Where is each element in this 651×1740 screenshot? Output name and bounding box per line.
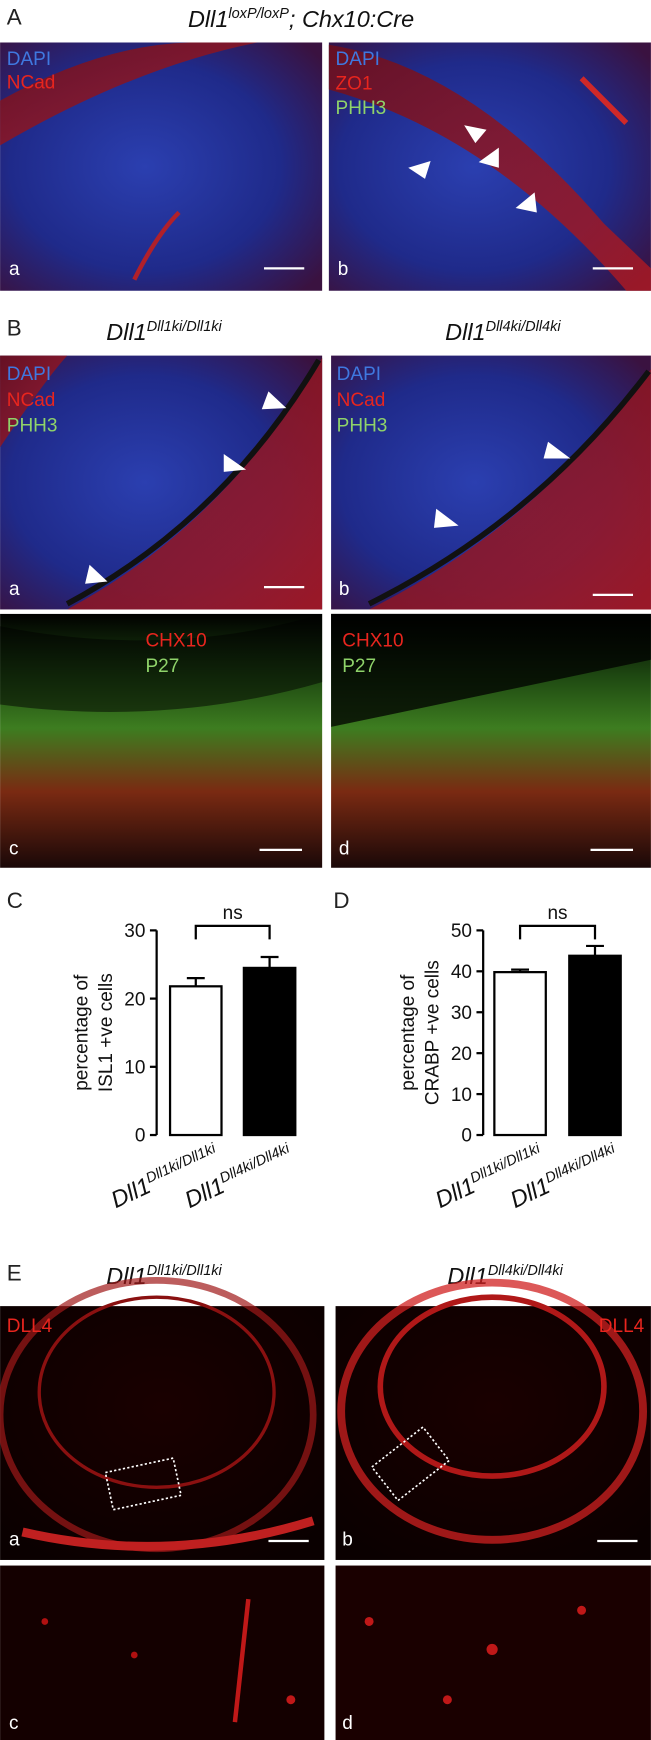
significance-label: ns <box>547 903 567 924</box>
significance-bracket <box>194 924 271 940</box>
micrograph: CHX10 P27 c <box>0 613 323 868</box>
y-axis-label: CRABP +ve cells <box>422 960 443 1105</box>
marker-label: DAPI <box>337 364 381 385</box>
micrograph: d <box>335 1565 651 1740</box>
y-tick-label: 0 <box>135 1126 146 1147</box>
marker-label: DLL4 <box>7 1316 53 1337</box>
y-tick-label: 50 <box>451 921 472 942</box>
marker-label: PHH3 <box>337 416 388 437</box>
image-letter: c <box>9 838 19 859</box>
genotype-sup: Dll1ki/Dll1ki <box>147 319 223 335</box>
marker-label: PHH3 <box>336 98 387 119</box>
y-tick-label: 40 <box>451 962 472 983</box>
image-letter: b <box>339 579 350 600</box>
gene: Dll1 <box>188 6 228 32</box>
image-letter: d <box>342 1713 353 1734</box>
image-letter: a <box>9 259 20 280</box>
bar <box>568 954 622 1137</box>
genotype-sup: Dll1ki/Dll1ki <box>147 1263 223 1279</box>
genotype-sup: Dll4ki/Dll4ki <box>486 319 562 335</box>
marker-label: NCad <box>7 390 56 411</box>
image-letter: b <box>338 259 349 280</box>
image-letter: a <box>9 579 20 600</box>
y-axis-label: percentage of <box>71 974 92 1091</box>
panel-title: Dll1loxP/loxP; Chx10:Cre <box>188 6 414 32</box>
y-tick-label: 30 <box>451 1003 472 1024</box>
micrograph: DAPI NCad PHH3 b <box>331 355 651 610</box>
image-letter: b <box>342 1529 353 1550</box>
micrograph: c <box>0 1565 325 1740</box>
marker-label: DLL4 <box>599 1316 645 1337</box>
bar <box>168 985 223 1137</box>
genotype-sup: loxP/loxP <box>228 6 289 22</box>
marker-label: NCad <box>7 72 56 93</box>
marker-label: DAPI <box>7 364 51 385</box>
significance-bracket <box>518 924 597 940</box>
image-letter: a <box>9 1529 20 1550</box>
significance-label: ns <box>223 903 243 924</box>
marker-label: DAPI <box>336 49 380 70</box>
y-tick-label: 10 <box>451 1085 472 1106</box>
y-tick-label: 30 <box>124 921 145 942</box>
y-tick-label: 0 <box>461 1126 472 1147</box>
y-tick-label: 20 <box>124 989 145 1010</box>
micrograph: CHX10 P27 d <box>331 613 651 868</box>
micrograph: DLL4 b <box>335 1278 651 1560</box>
marker-label: DAPI <box>7 49 51 70</box>
y-axis-label: ISL1 +ve cells <box>96 973 117 1092</box>
marker-label: CHX10 <box>342 630 403 651</box>
y-axis-label: percentage of <box>398 974 419 1091</box>
panel-label: C <box>7 888 23 913</box>
marker-label: P27 <box>145 656 179 677</box>
y-tick-label: 20 <box>451 1044 472 1065</box>
genotype-sup: Dll4ki/Dll4ki <box>488 1263 564 1279</box>
genotype-sup: Dll4ki/Dll4ki <box>543 1140 618 1187</box>
genotype-sup: Dll4ki/Dll4ki <box>217 1140 292 1187</box>
panel-label: A <box>7 5 22 30</box>
image-letter: c <box>9 1713 19 1734</box>
panel-label: B <box>7 315 22 340</box>
micrograph: DAPI NCad PHH3 a <box>0 355 323 610</box>
panel-title: Dll1Dll4ki/Dll4ki <box>445 319 561 345</box>
micrograph: DAPI ZO1 PHH3 b <box>328 42 651 291</box>
micrograph: DLL4 a <box>0 1277 325 1560</box>
gene: Dll1 <box>106 319 146 345</box>
marker-label: NCad <box>337 390 386 411</box>
panel-label: E <box>7 1260 22 1285</box>
bar <box>493 971 547 1137</box>
gene: Dll1 <box>445 319 485 345</box>
marker-label: ZO1 <box>336 73 373 94</box>
genotype-rest: ; Chx10:Cre <box>289 6 414 32</box>
panel-title: Dll1Dll1ki/Dll1ki <box>106 319 222 345</box>
micrograph: DAPI NCad a <box>0 42 323 291</box>
image-letter: d <box>339 838 350 859</box>
marker-label: CHX10 <box>145 630 206 651</box>
marker-label: P27 <box>342 656 376 677</box>
bar <box>242 966 297 1137</box>
marker-label: PHH3 <box>7 416 58 437</box>
y-tick-label: 10 <box>124 1058 145 1079</box>
panel-label: D <box>333 888 349 913</box>
